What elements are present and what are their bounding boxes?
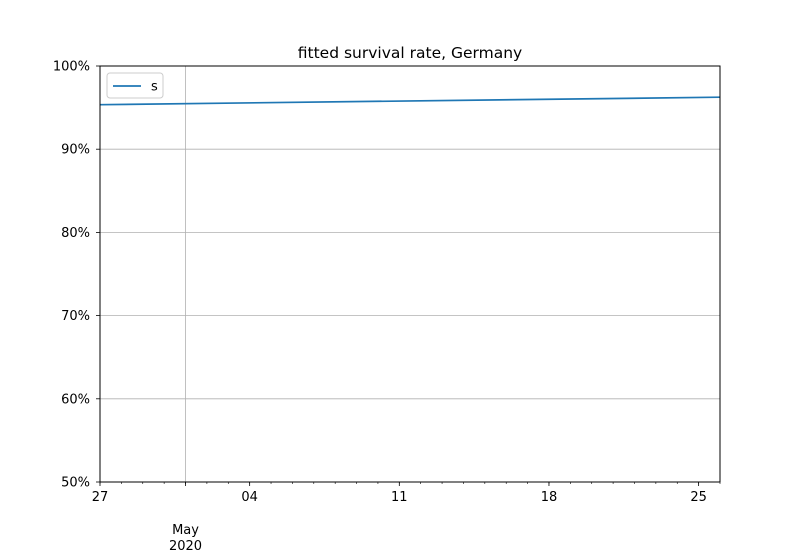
x-tick-label: 11	[391, 490, 408, 505]
series-layer	[99, 96, 721, 106]
legend-label: s	[151, 80, 158, 95]
series-line-s	[99, 96, 721, 106]
plot-frame	[99, 65, 721, 483]
y-tick-label: 100%	[53, 60, 90, 75]
chart-title: fitted survival rate, Germany	[298, 44, 522, 62]
x-tick-label: 18	[541, 490, 558, 505]
legend: s	[106, 72, 164, 99]
y-tick-label: 80%	[61, 226, 90, 241]
x-major-tick-label: 2020	[169, 539, 202, 550]
y-tick-label: 90%	[61, 143, 90, 158]
x-major-tick-label: May	[172, 523, 199, 538]
x-tick-label: 27	[92, 490, 109, 505]
grid	[100, 66, 720, 482]
x-tick-label: 25	[690, 490, 707, 505]
y-tick-label: 50%	[61, 476, 90, 491]
x-tick-label: 04	[241, 490, 258, 505]
y-tick-label: 70%	[61, 309, 90, 324]
y-tick-label: 60%	[61, 392, 90, 407]
